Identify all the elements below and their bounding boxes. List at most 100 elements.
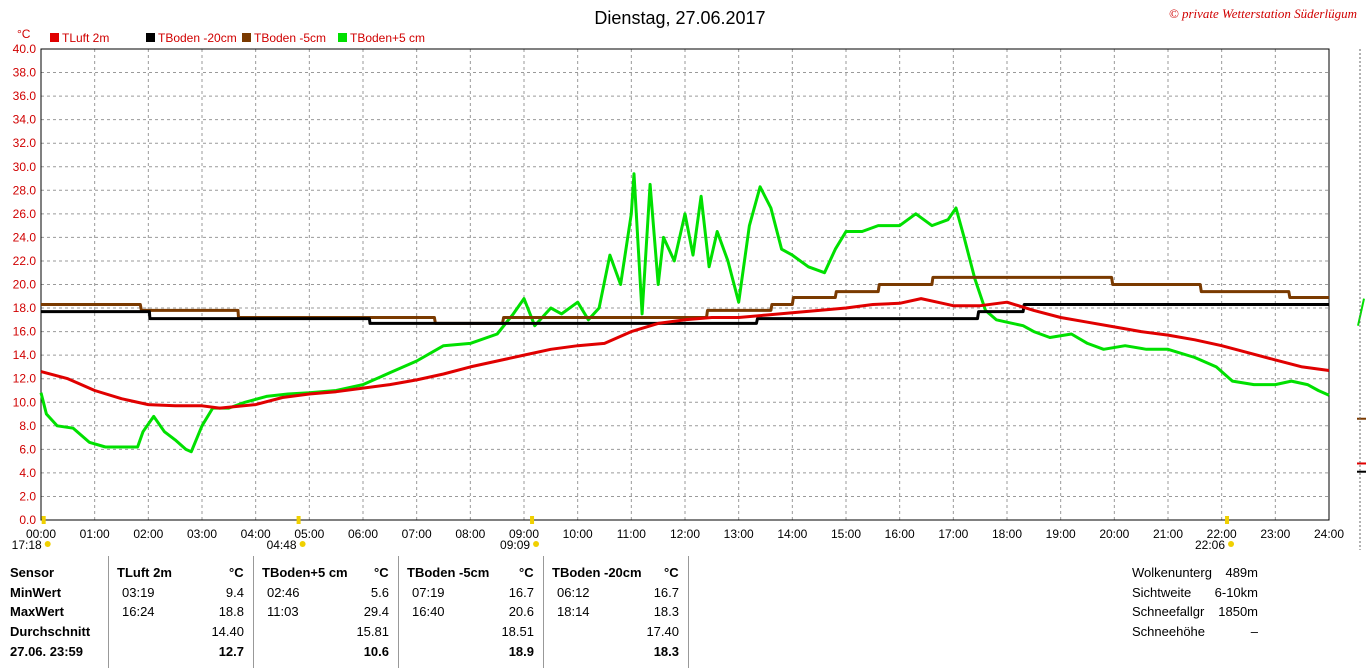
time-marker	[296, 516, 301, 524]
legend-swatch	[146, 33, 155, 42]
x-tick-label: 17:00	[938, 527, 968, 541]
info-label: Schneehöhe	[1132, 624, 1206, 639]
unit-label: °C	[229, 565, 244, 580]
y-tick-label: 32.0	[13, 136, 37, 150]
max-time: 16:40	[412, 604, 445, 619]
y-tick-label: 2.0	[19, 489, 36, 503]
x-tick-label: 05:00	[294, 527, 324, 541]
y-tick-label: 36.0	[13, 89, 37, 103]
max-time: 16:24	[122, 604, 155, 619]
min-value: 16.7	[653, 585, 679, 600]
y-tick-label: 6.0	[19, 442, 36, 456]
time-marker	[1225, 516, 1230, 524]
x-tick-label: 19:00	[1046, 527, 1076, 541]
y-tick-label: 0.0	[19, 513, 36, 527]
x-tick-label: 11:00	[617, 527, 646, 541]
info-label: Sichtweite	[1132, 585, 1192, 600]
time-marker-label: 17:18	[12, 538, 42, 552]
max-value: 18.3	[653, 604, 679, 619]
info-value: –	[1250, 624, 1258, 639]
time-marker-dot	[44, 541, 51, 547]
y-tick-label: 12.0	[13, 372, 37, 386]
time-marker-dot	[1228, 541, 1235, 547]
row-label-sensor: Sensor	[10, 565, 55, 580]
column-separator	[688, 556, 689, 668]
series-line	[40, 297, 1330, 410]
min-time: 07:19	[412, 585, 445, 600]
x-tick-label: 21:00	[1153, 527, 1183, 541]
y-unit-label: °C	[17, 27, 31, 41]
row-label-min: MinWert	[10, 585, 62, 600]
time-marker	[41, 516, 46, 524]
min-value: 16.7	[508, 585, 534, 600]
x-tick-label: 06:00	[348, 527, 378, 541]
x-tick-label: 20:00	[1099, 527, 1129, 541]
y-tick-label: 16.0	[13, 325, 37, 339]
column-separator	[253, 556, 254, 668]
min-time: 02:46	[267, 585, 300, 600]
info-label: Schneefallgr	[1132, 604, 1205, 619]
x-tick-label: 10:00	[563, 527, 593, 541]
unit-label: °C	[374, 565, 389, 580]
x-tick-label: 23:00	[1260, 527, 1290, 541]
legend-label: TBoden -20cm	[158, 31, 237, 45]
y-tick-label: 40.0	[13, 42, 37, 56]
average-value: 17.40	[646, 624, 679, 639]
x-tick-label: 07:00	[402, 527, 432, 541]
average-value: 18.51	[501, 624, 534, 639]
column-header: TBoden+5 cm	[262, 565, 348, 580]
current-value: 10.6	[363, 644, 389, 659]
time-marker	[530, 516, 535, 524]
current-value: 18.3	[653, 644, 679, 659]
x-tick-label: 12:00	[670, 527, 700, 541]
unit-label: °C	[519, 565, 534, 580]
y-tick-label: 4.0	[19, 466, 36, 480]
y-tick-label: 26.0	[13, 207, 37, 221]
info-value: 1850m	[1218, 604, 1258, 619]
x-tick-label: 16:00	[885, 527, 915, 541]
station-watermark: © private Wetterstation Süderlügum	[1169, 6, 1357, 21]
y-tick-label: 10.0	[13, 395, 37, 409]
x-tick-label: 09:00	[509, 527, 539, 541]
x-tick-label: 18:00	[992, 527, 1022, 541]
time-marker-label: 22:06	[1195, 538, 1225, 552]
row-label-current: 27.06. 23:59	[10, 644, 84, 659]
legend-swatch	[242, 33, 251, 42]
legend-swatch	[50, 33, 59, 42]
row-label-max: MaxWert	[10, 604, 64, 619]
row-label-average: Durchschnitt	[10, 624, 91, 639]
x-tick-label: 00:00	[26, 527, 56, 541]
max-value: 29.4	[363, 604, 389, 619]
x-tick-label: 22:00	[1207, 527, 1237, 541]
time-marker-dot	[299, 541, 306, 547]
column-separator	[543, 556, 544, 668]
info-value: 6-10km	[1214, 585, 1258, 600]
column-separator	[398, 556, 399, 668]
legend-swatch	[338, 33, 347, 42]
plot-border	[40, 48, 1330, 521]
y-tick-label: 38.0	[13, 66, 37, 80]
x-tick-label: 03:00	[187, 527, 217, 541]
min-value: 9.4	[225, 585, 244, 600]
max-value: 20.6	[508, 604, 534, 619]
max-value: 18.8	[218, 604, 244, 619]
y-tick-label: 22.0	[13, 254, 37, 268]
min-time: 06:12	[557, 585, 590, 600]
x-tick-label: 01:00	[80, 527, 110, 541]
y-tick-label: 34.0	[13, 113, 37, 127]
right-indicator	[1357, 298, 1365, 326]
column-header: TBoden -20cm	[552, 565, 642, 580]
x-tick-label: 13:00	[724, 527, 754, 541]
time-marker-label: 04:48	[267, 538, 297, 552]
chart-title: Dienstag, 27.06.2017	[594, 8, 765, 28]
series-line	[41, 275, 1329, 325]
y-tick-label: 18.0	[13, 301, 37, 315]
legend-label: TBoden -5cm	[254, 31, 326, 45]
legend-label: TLuft 2m	[62, 31, 109, 45]
x-tick-label: 04:00	[241, 527, 271, 541]
info-label: Wolkenunterg	[1132, 565, 1212, 580]
unit-label: °C	[664, 565, 679, 580]
x-tick-label: 24:00	[1314, 527, 1344, 541]
average-value: 15.81	[356, 624, 389, 639]
time-marker-dot	[533, 541, 540, 547]
